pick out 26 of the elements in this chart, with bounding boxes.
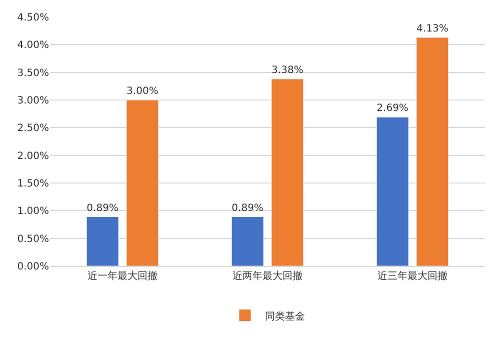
bar [416,37,449,266]
data-label: 2.69% [376,103,408,114]
bar [271,78,304,266]
y-tick-label: 3.50% [17,68,49,79]
data-label: 0.89% [232,202,264,214]
y-tick-label: 4.50% [17,12,49,24]
data-label: 4.13% [416,23,448,34]
x-tick-label: 近三年最大回撤 [378,270,448,282]
legend-label: 同类基金 [265,310,305,322]
data-label: 0.89% [86,202,118,214]
x-tick-label: 近一年最大回撤 [88,270,158,282]
data-label: 3.38% [272,64,304,76]
y-tick-label: 3.00% [17,96,49,106]
bar [231,216,264,266]
y-tick-label: 1.00% [17,206,49,218]
data-label: 3.00% [126,86,158,97]
y-tick-label: 2.50% [17,123,49,134]
y-tick-label: 2.00% [17,150,49,162]
bar [126,100,159,266]
bar [376,116,409,266]
y-tick-label: 0.50% [17,234,49,245]
x-tick-label: 近两年最大回撤 [232,270,302,282]
y-tick-label: 1.50% [17,178,49,190]
y-tick-label: 4.00% [17,40,49,52]
bar [86,216,119,266]
y-tick-label: 0.00% [17,262,49,272]
